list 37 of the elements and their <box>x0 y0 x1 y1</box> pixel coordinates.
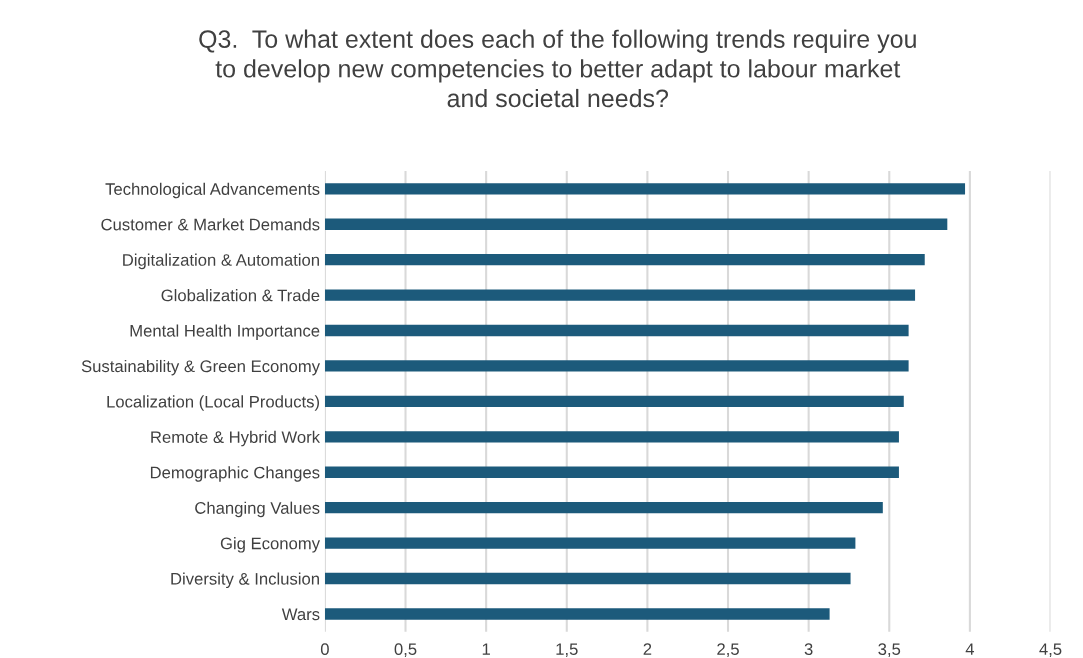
x-tick-label: 3 <box>804 643 813 656</box>
y-tick-label: Globalization & Trade <box>161 289 320 302</box>
bar <box>324 502 883 514</box>
y-tick-label: Changing Values <box>195 501 320 518</box>
bar <box>324 218 948 230</box>
x-tick-label: 2,5 <box>717 643 739 657</box>
y-tick-label: Mental Health Importance <box>130 324 320 341</box>
x-tick-label: 0 <box>320 643 329 656</box>
y-tick-label: Demographic Changes <box>150 466 320 482</box>
bar <box>324 572 851 585</box>
x-tick-label: 4,5 <box>1039 643 1062 657</box>
x-tick-label: 1 <box>482 643 490 655</box>
y-tick-label: Wars <box>281 608 320 621</box>
bar <box>324 537 856 549</box>
bar <box>324 324 909 337</box>
x-tick-label: 2 <box>643 643 652 655</box>
y-tick-label: Customer & Market Demands <box>101 218 320 231</box>
y-tick-label: Diversity & Inclusion <box>171 572 319 589</box>
bar <box>324 608 830 620</box>
bar <box>324 466 899 478</box>
y-tick-label: Gig Economy <box>220 537 321 553</box>
x-tick-label: 3,5 <box>878 643 901 657</box>
x-tick-label: 4 <box>965 643 975 655</box>
y-tick-label: Technological Advancements <box>105 182 320 199</box>
y-tick-label: Digitalization & Automation <box>123 253 319 270</box>
chart-title: Q3. To what extent does each of the following trends require you to develop new competencies to better adapt to labour market and societal needs? <box>199 29 916 108</box>
y-tick-label: Sustainability & Green Economy <box>81 359 321 376</box>
bar <box>324 360 909 372</box>
bar <box>324 183 966 195</box>
y-tick-label: Remote & Hybrid Work <box>151 430 321 447</box>
y-tick-label: Localization (Local Products) <box>107 395 320 411</box>
bar <box>324 395 904 408</box>
bar <box>324 253 925 266</box>
bar <box>324 431 899 443</box>
bar <box>324 289 916 301</box>
x-tick-label: 1,5 <box>556 643 578 657</box>
x-tick-label: 0,5 <box>394 643 417 657</box>
